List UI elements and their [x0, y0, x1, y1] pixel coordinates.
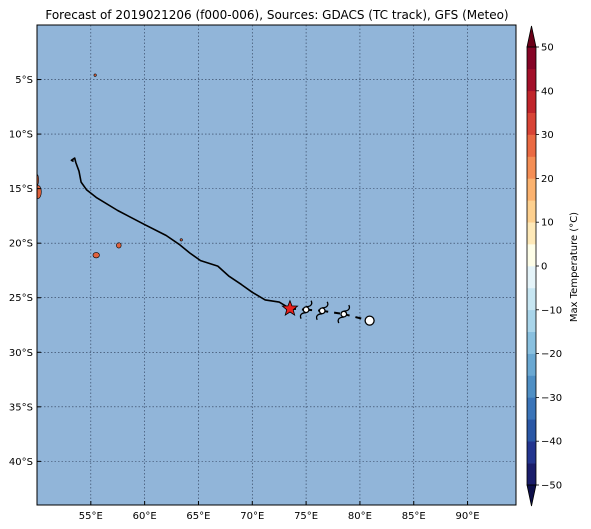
island: [116, 242, 122, 249]
colorbar-extend-max: [526, 25, 537, 48]
colorbar-band: [527, 287, 536, 311]
lat-tick-label: 20°S: [9, 239, 33, 250]
lat-tick-label: 35°S: [9, 402, 33, 413]
colorbar-band: [527, 375, 536, 398]
cyclone-symbol-icon: [315, 301, 329, 321]
colorbar-band: [527, 419, 536, 442]
cyclone-arm: [337, 316, 344, 324]
colorbar-band: [527, 112, 536, 135]
colorbar-tick-label: 10: [541, 218, 554, 229]
colorbar-band: [527, 47, 536, 70]
colorbar-tick-label: 50: [541, 43, 554, 54]
island: [92, 252, 100, 259]
colorbar-tick-label: 40: [541, 86, 554, 97]
cyclone-arm: [315, 313, 323, 321]
lon-tick-label: 70°E: [240, 511, 264, 522]
map-contents: [37, 25, 516, 505]
colorbar-band: [527, 222, 536, 245]
colorbar-band: [527, 331, 536, 354]
cyclone-eye: [302, 306, 310, 314]
cyclone-eye: [318, 307, 326, 315]
lat-tick-label: 30°S: [9, 348, 33, 359]
forecast-track-segment: [322, 309, 344, 316]
lon-tick-label: 85°E: [402, 511, 426, 522]
colorbar-tick-label: −20: [541, 349, 562, 360]
colorbar-band: [527, 266, 536, 289]
current-position-star-icon: [281, 299, 299, 317]
colorbar-tick-label: −50: [541, 481, 562, 492]
cyclone-arm: [299, 312, 307, 319]
island: [179, 238, 183, 242]
lat-tick-label: 15°S: [9, 184, 33, 195]
lon-tick-label: 75°E: [294, 511, 318, 522]
colorbar-band: [527, 200, 536, 223]
cyclone-symbol-icon: [299, 300, 313, 319]
island: [37, 185, 42, 199]
colorbar-band: [527, 463, 536, 486]
low-pressure-marker: [364, 315, 375, 326]
figure-title: Forecast of 2019021206 (f000-006), Sourc…: [45, 8, 508, 22]
colorbar-tick-label: −30: [541, 393, 562, 404]
colorbar-band: [527, 309, 536, 332]
colorbar-label: Max Temperature (°C): [569, 212, 580, 322]
colorbar-band: [527, 441, 536, 464]
colorbar-extend-min: [526, 484, 537, 507]
lat-tick-label: 40°S: [9, 457, 33, 468]
lon-tick-label: 65°E: [186, 511, 210, 522]
colorbar-band: [527, 353, 536, 376]
lat-tick-label: 5°S: [15, 75, 33, 86]
colorbar-band: [527, 178, 536, 201]
lon-tick-label: 60°E: [133, 511, 157, 522]
lon-tick-label: 80°E: [348, 511, 372, 522]
colorbar-tick-label: 30: [541, 130, 554, 141]
colorbar-band: [527, 68, 536, 92]
cyclone-symbol-icon: [337, 304, 351, 324]
colorbar-tick-label: 0: [541, 262, 547, 273]
colorbar-tick-label: −10: [541, 305, 562, 316]
cyclone-arm: [322, 301, 329, 309]
cyclone-arm: [343, 304, 351, 312]
colorbar-band: [527, 397, 536, 420]
lat-tick-label: 10°S: [9, 130, 33, 141]
colorbar-band: [527, 244, 536, 267]
lat-tick-label: 25°S: [9, 293, 33, 304]
lon-tick-label: 55°E: [79, 511, 103, 522]
colorbar-tick-label: −40: [541, 437, 562, 448]
ocean-background: [37, 25, 516, 505]
colorbar-tick-label: 20: [541, 174, 554, 185]
map-frame: [36, 24, 517, 506]
colorbar: −50 −40 −30 −20 −10 0 10 20 30 40 50: [526, 25, 562, 507]
colorbar-band: [527, 156, 536, 179]
colorbar-band: [527, 90, 536, 113]
cyclone-eye: [340, 310, 348, 318]
lon-tick-label: 90°E: [456, 511, 480, 522]
map-panel: 55°E 60°E 65°E 70°E 75°E 80°E 85°E 90°E 5°S 10°S 1…: [9, 24, 517, 522]
forecast-track-segment: [343, 313, 370, 322]
island: [93, 73, 97, 77]
past-track-line: [70, 157, 291, 310]
cyclone-arm: [306, 300, 313, 308]
colorbar-band: [527, 134, 536, 157]
